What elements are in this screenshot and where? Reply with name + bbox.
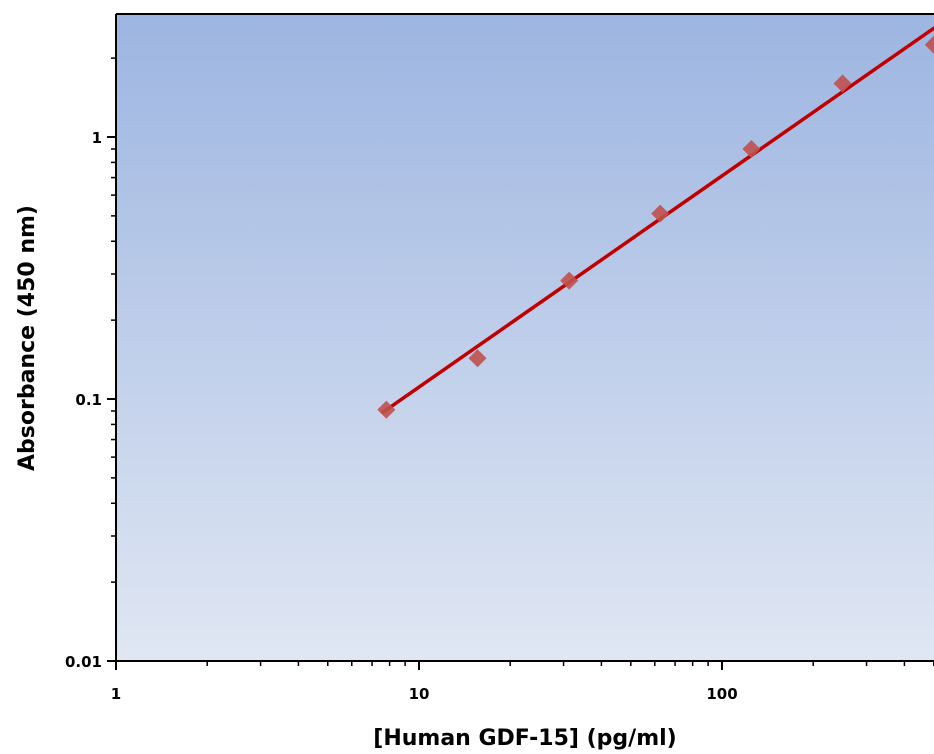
data-point <box>651 204 670 223</box>
y-tick-label: 0.1 <box>75 391 102 409</box>
data-point <box>377 400 396 419</box>
data-point <box>833 74 852 93</box>
x-tick-label: 1 <box>111 685 121 703</box>
y-tick-label: 0.01 <box>65 653 102 671</box>
x-tick-label: 100 <box>706 685 737 703</box>
plot-area <box>116 14 934 661</box>
data-point <box>742 139 761 158</box>
data-point <box>560 271 579 290</box>
x-tick-label: 10 <box>409 685 430 703</box>
y-axis-title: Absorbance (450 nm) <box>15 205 40 471</box>
data-point <box>924 35 934 54</box>
y-tick-label: 1 <box>92 129 102 147</box>
data-point <box>468 349 487 368</box>
x-axis-title: [Human GDF-15] (pg/ml) <box>373 726 676 751</box>
